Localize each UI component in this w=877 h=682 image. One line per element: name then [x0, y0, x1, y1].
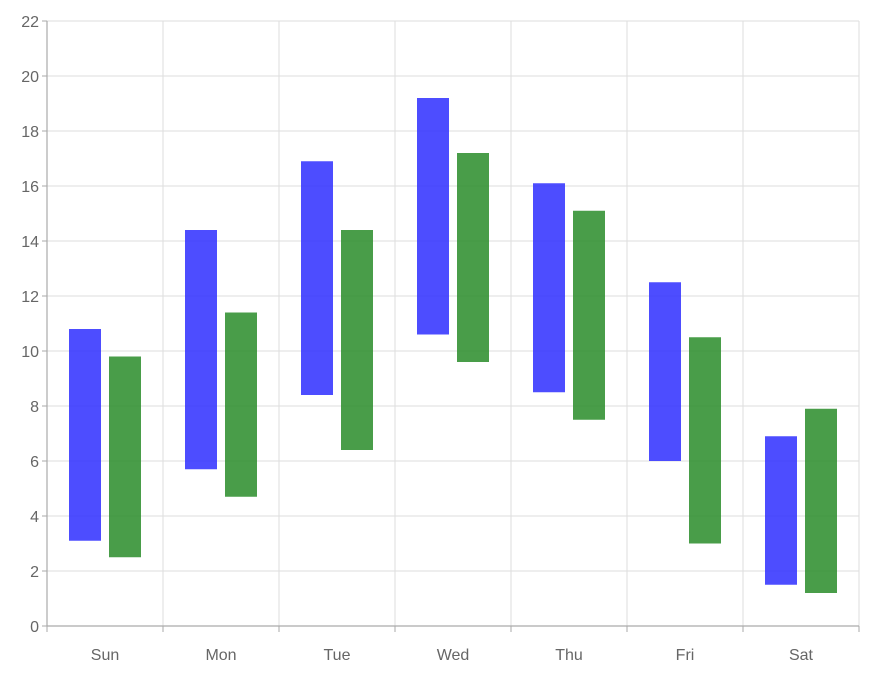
labels-layer: 0 2 4 6 8 10 12 14 16 18 20 22 Sun Mon Tue Wed Thu Fri Sat [21, 14, 813, 664]
y-tick-label: 18 [21, 124, 39, 141]
range-bar [109, 356, 141, 558]
y-tick-label: 8 [30, 399, 39, 416]
range-bar [533, 183, 565, 393]
range-bar [301, 161, 333, 395]
range-bar [573, 210, 605, 420]
grid-layer [46, 20, 860, 627]
range-bar [689, 337, 721, 544]
range-bar [417, 98, 449, 335]
range-bar [457, 153, 489, 362]
bars-layer [69, 98, 837, 593]
x-tick-label: Thu [555, 647, 583, 664]
range-bar [805, 408, 837, 593]
range-bar [225, 312, 257, 497]
x-tick-label: Tue [324, 647, 351, 664]
x-tick-label: Mon [205, 647, 236, 664]
y-tick-label: 6 [30, 454, 39, 471]
y-tick-label: 4 [30, 509, 39, 526]
y-tick-label: 16 [21, 179, 39, 196]
range-bar [69, 329, 101, 541]
x-tick-label: Sat [789, 647, 814, 664]
y-tick-label: 10 [21, 344, 39, 361]
y-tick-label: 0 [30, 619, 39, 636]
range-bar [765, 436, 797, 585]
y-tick-label: 20 [21, 69, 39, 86]
axes-layer [42, 20, 860, 632]
x-tick-label: Sun [91, 647, 119, 664]
y-tick-label: 22 [21, 14, 39, 31]
x-tick-label: Fri [676, 647, 695, 664]
range-bar [649, 282, 681, 461]
range-bar [185, 230, 217, 470]
y-tick-label: 12 [21, 289, 39, 306]
y-tick-label: 14 [21, 234, 39, 251]
x-tick-label: Wed [437, 647, 470, 664]
range-bar [341, 230, 373, 450]
y-tick-label: 2 [30, 564, 39, 581]
